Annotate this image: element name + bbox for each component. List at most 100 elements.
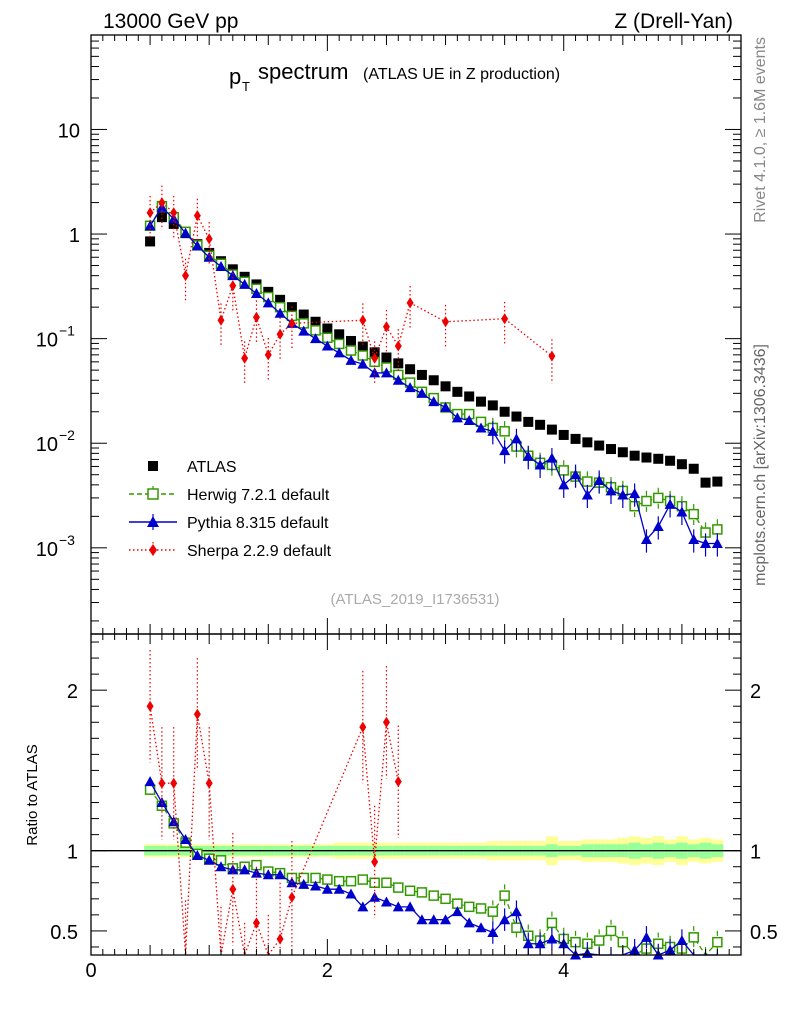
ratio-point xyxy=(394,776,402,788)
ratio-point xyxy=(463,917,475,928)
data-point xyxy=(664,498,676,509)
ratio-point xyxy=(205,777,213,789)
data-point xyxy=(523,416,534,427)
ratio-point xyxy=(357,901,369,912)
data-point xyxy=(345,354,357,365)
data-point xyxy=(558,479,570,490)
data-point xyxy=(180,227,192,238)
ratio-point xyxy=(428,914,440,925)
data-point xyxy=(476,396,486,407)
ratio-point xyxy=(499,914,511,925)
ratio-point xyxy=(262,869,274,880)
ratio-point xyxy=(321,883,333,894)
x-tick-label: 0 xyxy=(85,960,96,982)
data-point xyxy=(499,406,510,417)
ratio-point xyxy=(392,901,404,912)
data-point xyxy=(322,323,333,334)
y-tick-exp: −3 xyxy=(59,532,75,548)
data-point xyxy=(217,314,225,326)
legend-entry: Sherpa 2.2.9 default xyxy=(129,542,332,560)
ratio-point xyxy=(534,938,546,949)
y-tick-exp: −2 xyxy=(59,427,75,443)
data-point xyxy=(182,270,190,282)
legend-entry: Pythia 8.315 default xyxy=(129,514,329,532)
legend-label: Pythia 8.315 default xyxy=(187,515,329,532)
data-point xyxy=(416,369,427,380)
ratio-point xyxy=(229,883,237,895)
ratio-y-tick-label-right: 0.5 xyxy=(750,922,778,944)
ratio-point xyxy=(191,849,203,860)
ratio-point xyxy=(487,927,499,938)
data-point xyxy=(641,452,652,463)
data-point xyxy=(321,340,333,351)
data-point xyxy=(535,419,546,430)
ratio-point xyxy=(511,922,522,933)
data-point xyxy=(405,364,416,375)
data-point xyxy=(463,414,475,425)
mcplots-label: mcplots.cern.ch [arXiv:1306.3436] xyxy=(752,344,769,586)
ratio-point xyxy=(288,891,296,903)
ratio-point xyxy=(499,890,510,901)
ratio-point xyxy=(510,906,522,917)
ratio-y-tick-label-right: 2 xyxy=(750,681,761,703)
watermark: (ATLAS_2019_I1736531) xyxy=(330,591,499,608)
ratio-point xyxy=(371,856,379,868)
data-point xyxy=(641,495,652,507)
data-point xyxy=(558,429,569,440)
header-right: Z (Drell-Yan) xyxy=(614,10,733,33)
ratio-point xyxy=(156,797,168,808)
ratio-point xyxy=(357,874,369,885)
data-point xyxy=(205,233,213,245)
y-tick-base: 10 xyxy=(58,120,80,142)
data-point xyxy=(371,352,379,364)
legend-label: ATLAS xyxy=(187,459,237,476)
data-point xyxy=(333,338,345,350)
main-title: p T spectrum (ATLAS UE in Z production) xyxy=(229,59,560,94)
ratio-ylabel: Ratio to ATLAS xyxy=(24,744,41,845)
y-tick-base: 10 xyxy=(36,330,58,352)
main-title-p: p xyxy=(229,64,241,89)
ratio-point xyxy=(180,833,192,844)
legend-marker xyxy=(148,461,158,471)
y-tick-label: 1 xyxy=(69,225,80,247)
data-point xyxy=(711,537,723,548)
x-tick-label: 2 xyxy=(322,960,333,982)
ratio-point xyxy=(158,777,166,789)
data-point xyxy=(345,345,357,356)
data-point xyxy=(676,506,688,517)
data-point xyxy=(382,321,390,333)
data-point xyxy=(310,333,322,344)
ratio-point xyxy=(440,893,451,905)
data-point xyxy=(451,412,463,423)
ratio-point xyxy=(239,864,251,875)
data-point xyxy=(203,251,215,262)
data-point xyxy=(452,386,463,397)
ratio-point xyxy=(676,935,688,946)
data-point xyxy=(688,508,699,520)
series-line xyxy=(149,201,553,361)
ratio-point xyxy=(170,777,178,789)
ratio-point xyxy=(382,716,390,728)
ratio-point xyxy=(274,869,286,880)
main-plot-area xyxy=(144,185,723,557)
data-point xyxy=(617,447,628,458)
data-point xyxy=(511,411,522,422)
data-point xyxy=(264,349,272,361)
data-point xyxy=(310,316,321,327)
main-title-word: spectrum xyxy=(258,59,348,84)
data-point xyxy=(499,426,510,437)
data-point xyxy=(581,489,593,500)
data-point xyxy=(298,325,310,336)
ratio-point xyxy=(475,903,487,914)
legend-marker xyxy=(147,488,159,500)
series-atlas xyxy=(145,212,723,488)
ratio-point xyxy=(404,885,416,897)
data-point xyxy=(229,280,237,292)
data-point xyxy=(252,311,260,323)
ratio-point xyxy=(393,882,404,893)
data-point xyxy=(652,520,664,531)
data-point xyxy=(688,463,699,474)
ratio-point xyxy=(345,888,357,899)
series-line xyxy=(149,205,718,534)
